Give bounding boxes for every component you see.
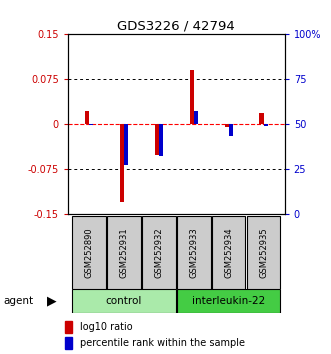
- Text: agent: agent: [3, 296, 33, 306]
- Text: control: control: [106, 296, 142, 306]
- Bar: [229, 124, 233, 136]
- Text: GSM252935: GSM252935: [259, 227, 268, 278]
- Bar: [85, 111, 89, 124]
- Bar: [65, 321, 71, 333]
- Bar: [159, 124, 163, 156]
- Bar: [190, 70, 194, 124]
- Bar: [65, 337, 71, 349]
- Text: GSM252890: GSM252890: [84, 227, 93, 278]
- Bar: [119, 124, 124, 202]
- Title: GDS3226 / 42794: GDS3226 / 42794: [118, 19, 235, 33]
- FancyBboxPatch shape: [212, 216, 246, 289]
- Bar: [264, 124, 268, 126]
- FancyBboxPatch shape: [177, 289, 280, 313]
- Bar: [155, 124, 159, 155]
- Text: log10 ratio: log10 ratio: [80, 322, 132, 332]
- Bar: [124, 124, 128, 165]
- Text: GSM252933: GSM252933: [189, 227, 198, 278]
- Text: GSM252932: GSM252932: [154, 227, 163, 278]
- Text: GSM252931: GSM252931: [119, 227, 128, 278]
- FancyBboxPatch shape: [72, 216, 106, 289]
- FancyBboxPatch shape: [177, 216, 211, 289]
- Bar: [89, 124, 93, 125]
- Text: percentile rank within the sample: percentile rank within the sample: [80, 338, 245, 348]
- FancyBboxPatch shape: [72, 289, 175, 313]
- Text: interleukin-22: interleukin-22: [192, 296, 265, 306]
- Bar: [224, 124, 229, 127]
- Bar: [260, 113, 264, 124]
- FancyBboxPatch shape: [142, 216, 175, 289]
- Text: GSM252934: GSM252934: [224, 227, 233, 278]
- Text: ▶: ▶: [46, 295, 56, 307]
- Bar: [194, 111, 198, 124]
- FancyBboxPatch shape: [107, 216, 141, 289]
- FancyBboxPatch shape: [247, 216, 280, 289]
